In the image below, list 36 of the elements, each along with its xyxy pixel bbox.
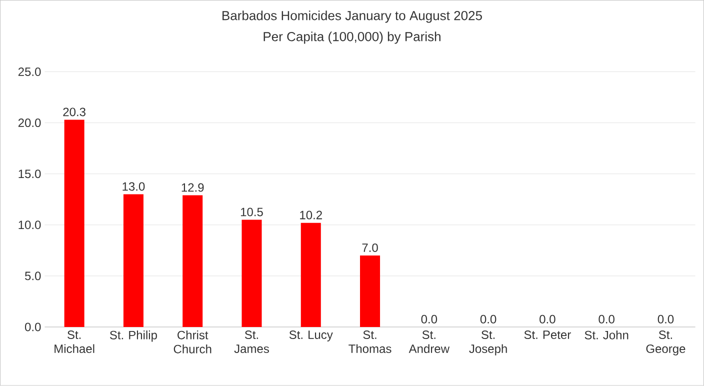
x-tick-label: St. Peter [524, 330, 571, 340]
data-label: 10.2 [300, 210, 322, 220]
bar [182, 195, 203, 328]
data-label: 0.0 [658, 315, 674, 324]
data-label: 0.0 [421, 315, 438, 324]
bar [123, 194, 144, 328]
y-tick-label: 5.0 [25, 272, 41, 280]
data-label: 20.3 [63, 108, 86, 116]
x-tick-label: Christ Church [174, 330, 212, 354]
x-tick-label: St. Michael [54, 330, 94, 354]
data-label: 10.5 [240, 208, 263, 216]
x-tick-label: St. George [646, 330, 686, 356]
x-tick-label: St. Lucy [289, 330, 333, 342]
x-tick-label: St. Joseph [469, 330, 507, 356]
bar [360, 256, 380, 328]
data-label: 0.0 [598, 315, 614, 324]
data-label: 12.9 [182, 183, 204, 192]
y-tick-label: 10.0 [18, 220, 41, 230]
data-label: 13.0 [122, 182, 145, 191]
x-tick-label: St. Thomas [348, 330, 392, 354]
y-tick-label: 20.0 [18, 118, 41, 128]
data-label: 7.0 [362, 244, 378, 252]
data-label: 0.0 [540, 315, 556, 324]
bar [242, 220, 262, 328]
data-label: 0.0 [480, 315, 496, 324]
y-tick-label: 15.0 [18, 170, 41, 178]
chart-subtitle: Per Capita (100,000) by Parish [264, 32, 440, 44]
x-tick-label: St. John [584, 330, 628, 340]
bar [64, 120, 84, 328]
y-tick-label: 0.0 [24, 322, 41, 332]
chart-title: Barbados Homicides January to August 2025 [222, 10, 482, 23]
y-tick-label: 25.0 [18, 68, 41, 76]
x-tick-label: St. Andrew [408, 330, 450, 354]
x-tick-label: St. James [234, 330, 269, 354]
bar [300, 222, 321, 328]
x-tick-label: St. Philip [110, 330, 157, 342]
